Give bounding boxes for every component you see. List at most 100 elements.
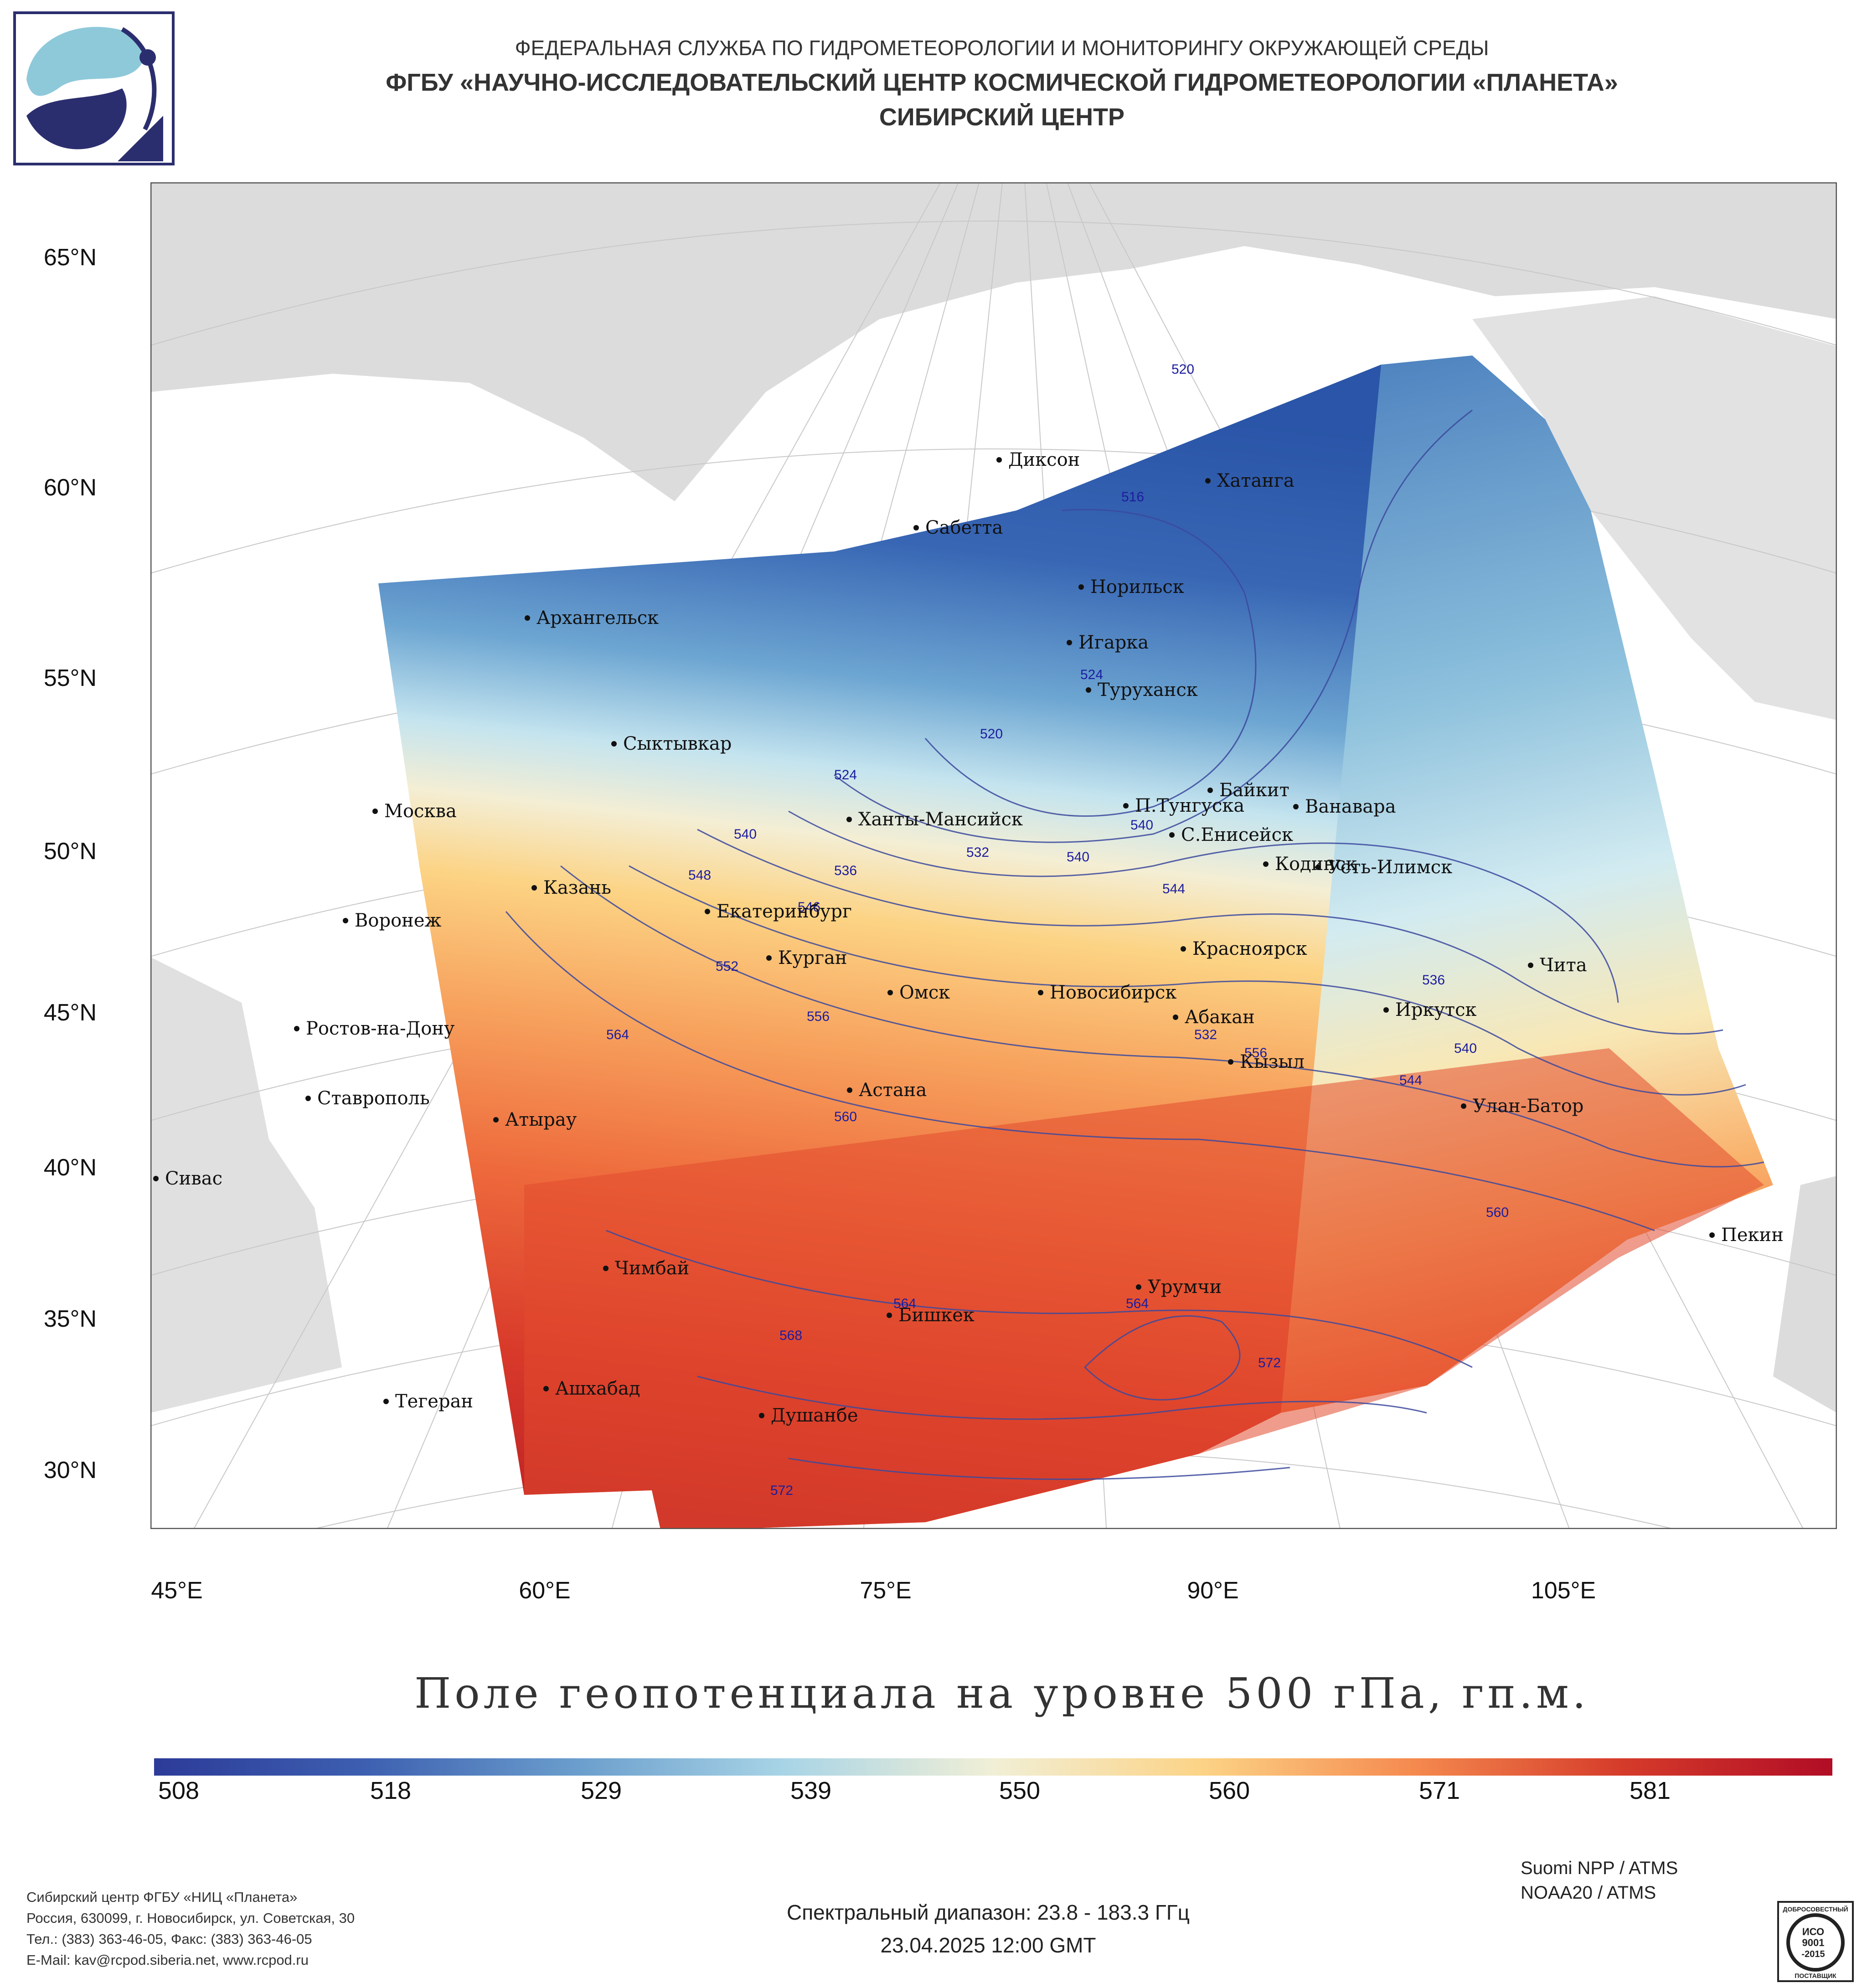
- city-moscow: Москва: [372, 801, 457, 822]
- lat-label: 65°N: [43, 244, 97, 271]
- contour-label: 548: [688, 868, 711, 883]
- lat-label: 40°N: [43, 1154, 97, 1181]
- svg-text:Иркутск: Иркутск: [1395, 999, 1477, 1020]
- city-bishkek: Бишкек: [887, 1305, 975, 1326]
- city-atyrau: Атырау: [493, 1109, 577, 1130]
- contour-label: 552: [716, 959, 738, 974]
- org-contacts: Сибирский центр ФГБУ «НИЦ «Планета» Росс…: [26, 1887, 355, 1971]
- badge-top: ДОБРОСОВЕСТНЫЙ: [1783, 1905, 1848, 1913]
- lat-label: 55°N: [43, 665, 97, 691]
- badge-line1: ИСО: [1802, 1926, 1824, 1937]
- svg-text:Диксон: Диксон: [1008, 449, 1080, 470]
- contour-label: 524: [834, 767, 857, 783]
- contour-label: 556: [807, 1009, 830, 1024]
- header-center: СИБИРСКИЙ ЦЕНТР: [879, 103, 1125, 131]
- badge-line2: 9001: [1802, 1937, 1825, 1948]
- city-voronezh: Воронеж: [343, 910, 441, 931]
- contour-label: 564: [893, 1296, 916, 1311]
- city-tehran: Тегеран: [383, 1391, 473, 1412]
- badge-bottom: ПОСТАВЩИК: [1795, 1972, 1836, 1979]
- lon-label: 90°E: [1187, 1577, 1239, 1604]
- svg-text:Урумчи: Урумчи: [1148, 1277, 1222, 1298]
- city-astana: Астана: [847, 1080, 927, 1101]
- colorbar-label: 539: [790, 1777, 832, 1804]
- svg-text:Астана: Астана: [859, 1080, 927, 1101]
- svg-text:Душанбе: Душанбе: [771, 1405, 858, 1426]
- city-ashgabat: Ашхабад: [543, 1378, 640, 1399]
- contour-label: 546: [798, 900, 820, 915]
- lat-label: 35°N: [43, 1306, 97, 1332]
- contour-label: 564: [1126, 1296, 1149, 1311]
- contour-label: 556: [1244, 1046, 1267, 1061]
- contour-label: 560: [1486, 1205, 1509, 1220]
- svg-text:Сивас: Сивас: [165, 1168, 222, 1189]
- city-ust-ilimsk: Усть-Илимск: [1315, 857, 1452, 878]
- city-ulan-bator: Улан-Батор: [1461, 1096, 1583, 1117]
- city-chimbay: Чимбай: [603, 1258, 689, 1279]
- caspian-area: [150, 957, 342, 1413]
- city-irkutsk: Иркутск: [1383, 999, 1477, 1020]
- svg-text:Норильск: Норильск: [1090, 577, 1184, 597]
- satellite-1: Suomi NPP / ATMS: [1521, 1858, 1678, 1878]
- header-agency: ФЕДЕРАЛЬНАЯ СЛУЖБА ПО ГИДРОМЕТЕОРОЛОГИИ …: [515, 36, 1489, 60]
- map-title: Поле геопотенциала на уровне 500 гПа, гп…: [414, 1669, 1589, 1718]
- colorbar-label: 518: [370, 1777, 412, 1804]
- logo: [13, 11, 175, 166]
- city-ekaterinburg: Екатеринбург: [705, 901, 852, 922]
- svg-text:П.Тунгуска: П.Тунгуска: [1135, 795, 1244, 816]
- city-turukhansk: Туруханск: [1086, 680, 1198, 700]
- city-kurgan: Курган: [766, 948, 847, 968]
- contour-label: 564: [606, 1027, 629, 1042]
- city-beijing: Пекин: [1709, 1225, 1784, 1246]
- svg-text:Кызыл: Кызыл: [1240, 1051, 1305, 1072]
- contour-label: 532: [1194, 1027, 1217, 1042]
- contour-label: 572: [770, 1483, 793, 1498]
- svg-text:Сыктывкар: Сыктывкар: [623, 733, 732, 754]
- svg-text:Абакан: Абакан: [1185, 1007, 1255, 1028]
- contour-label: 568: [779, 1328, 802, 1343]
- svg-text:Игарка: Игарка: [1078, 632, 1149, 653]
- contour-label: 560: [834, 1109, 857, 1124]
- org-address: Россия, 630099, г. Новосибирск, ул. Сове…: [26, 1910, 355, 1926]
- city-abakan: Абакан: [1173, 1007, 1255, 1028]
- contour-label: 572: [1258, 1355, 1281, 1370]
- city-dikson: Диксон: [996, 449, 1080, 470]
- svg-text:Туруханск: Туруханск: [1098, 680, 1198, 700]
- contour-label: 544: [1162, 881, 1185, 896]
- colorbar-label: 508: [158, 1777, 200, 1804]
- svg-text:Хатанга: Хатанга: [1217, 470, 1295, 491]
- city-kyzyl: Кызыл: [1228, 1051, 1305, 1072]
- contour-label: 536: [834, 863, 857, 878]
- city-chita: Чита: [1528, 955, 1587, 976]
- svg-text:Бишкек: Бишкек: [898, 1305, 975, 1326]
- city-dushanbe: Душанбе: [759, 1405, 858, 1426]
- colorbar: [154, 1758, 1832, 1776]
- city-igarka: Игарка: [1067, 632, 1149, 653]
- city-arkhangelsk: Архангельск: [525, 608, 659, 628]
- colorbar-label: 571: [1418, 1777, 1460, 1804]
- colorbar-label: 529: [580, 1777, 622, 1804]
- product-info: Спектральный диапазон: 23.8 - 183.3 ГГц …: [0, 1896, 1867, 1962]
- svg-text:Усть-Илимск: Усть-Илимск: [1327, 857, 1452, 878]
- svg-text:Новосибирск: Новосибирск: [1050, 982, 1176, 1003]
- contour-label: 540: [1130, 818, 1153, 833]
- iso-badge: ДОБРОСОВЕСТНЫЙ ИСО 9001 -2015 ПОСТАВЩИК: [1777, 1900, 1854, 1983]
- contour-label: 524: [1080, 667, 1103, 682]
- satellite-2: NOAA20 / ATMS: [1521, 1883, 1656, 1903]
- contour-label: 540: [1067, 850, 1089, 865]
- lon-label: 105°E: [1531, 1577, 1596, 1604]
- lon-label: 75°E: [860, 1577, 912, 1604]
- city-omsk: Омск: [887, 982, 950, 1003]
- svg-text:Казань: Казань: [543, 877, 611, 898]
- badge-line3: -2015: [1801, 1949, 1825, 1959]
- svg-text:Тегеран: Тегеран: [395, 1391, 473, 1412]
- svg-text:Атырау: Атырау: [505, 1109, 577, 1130]
- svg-text:Омск: Омск: [899, 982, 950, 1003]
- city-norilsk: Норильск: [1078, 577, 1184, 597]
- header-institute: ФГБУ «НАУЧНО-ИССЛЕДОВАТЕЛЬСКИЙ ЦЕНТР КОС…: [386, 69, 1618, 96]
- svg-text:Байкит: Байкит: [1219, 780, 1289, 801]
- org-phone: Тел.: (383) 363-46-05, Факс: (383) 363-4…: [26, 1931, 312, 1947]
- city-rostov: Ростов-на-Дону: [294, 1018, 455, 1039]
- city-khatanga: Хатанга: [1205, 470, 1295, 491]
- colorbar-label: 550: [999, 1777, 1041, 1804]
